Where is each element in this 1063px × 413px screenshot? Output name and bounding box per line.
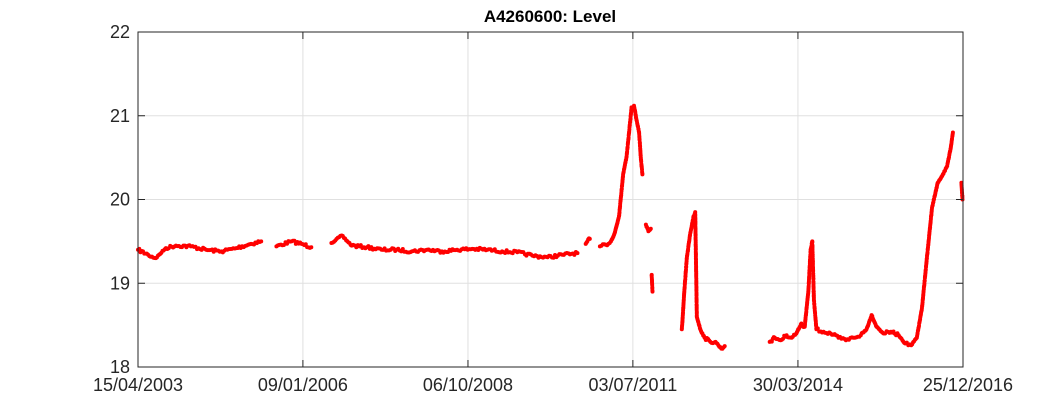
data-point [815, 326, 820, 331]
y-tick-label: 20 [110, 190, 130, 210]
x-tick-label: 30/03/2014 [753, 375, 843, 395]
y-tick-label: 19 [110, 273, 130, 293]
grid-lines [138, 32, 963, 367]
data-point [648, 226, 653, 231]
x-tick-label: 03/07/2011 [588, 375, 677, 395]
data-point [309, 245, 314, 250]
data-point [650, 289, 655, 294]
y-tick-label: 18 [110, 357, 130, 377]
x-tick-label: 15/04/2003 [93, 375, 183, 395]
data-series [136, 103, 965, 351]
y-tick-label: 21 [110, 106, 130, 126]
data-point [259, 239, 264, 244]
x-tick-label: 25/12/2016 [923, 375, 1013, 395]
data-point [575, 251, 580, 256]
chart-title: A4260600: Level [484, 7, 616, 26]
x-axis: 15/04/2003 09/01/2006 06/10/2008 03/07/2011… [93, 32, 1013, 395]
data-point [587, 236, 592, 241]
x-tick-label: 06/10/2008 [423, 375, 513, 395]
y-axis: 18 19 20 21 22 [110, 22, 963, 377]
x-tick-label: 09/01/2006 [258, 375, 348, 395]
data-point [640, 172, 645, 177]
data-point [722, 344, 727, 349]
data-point [950, 130, 955, 135]
y-tick-label: 22 [110, 22, 130, 42]
